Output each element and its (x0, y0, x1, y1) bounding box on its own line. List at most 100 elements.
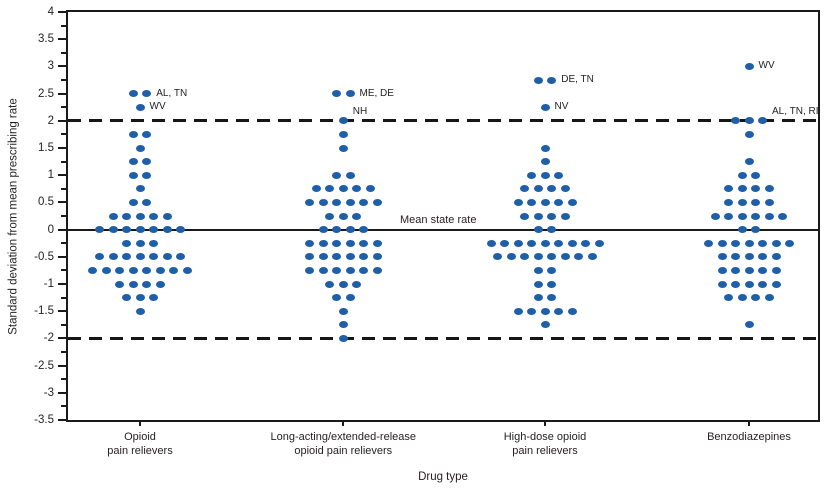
data-dot (540, 158, 550, 166)
category-label-line: Long-acting/extended-release (270, 431, 417, 443)
data-dot (115, 280, 125, 288)
data-dot (88, 266, 98, 274)
data-dot (751, 171, 761, 179)
y-major-tick (58, 391, 66, 394)
category-label-line: pain relievers (107, 445, 173, 457)
data-dot (717, 253, 727, 261)
data-dot (345, 253, 355, 261)
data-dot (724, 212, 734, 220)
y-tick-label: -1.5 (34, 305, 54, 318)
data-dot (311, 185, 321, 193)
data-dot (731, 266, 740, 274)
data-dot (332, 239, 341, 247)
state-annotation: NV (554, 101, 569, 113)
data-dot (717, 266, 727, 274)
y-tick-label: 3.5 (38, 33, 54, 46)
data-dot (547, 212, 557, 220)
y-major-tick (58, 65, 66, 68)
data-dot (554, 307, 563, 315)
data-dot (533, 76, 543, 84)
y-tick-label: -3 (43, 386, 54, 399)
data-dot (554, 239, 563, 247)
data-dot (533, 266, 543, 274)
data-dot (540, 171, 550, 179)
data-dot (751, 294, 761, 302)
y-minor-tick (61, 79, 66, 81)
x-axis-title: Drug type (418, 471, 468, 483)
data-dot (744, 158, 754, 166)
data-dot (724, 198, 734, 206)
category-label: Benzodiazepines (634, 430, 825, 444)
data-dot (332, 294, 341, 302)
data-dot (540, 103, 550, 111)
data-dot (128, 266, 138, 274)
data-dot (122, 239, 131, 247)
data-dot (560, 212, 570, 220)
data-dot (149, 226, 158, 234)
data-dot (724, 294, 734, 302)
category-label-line: Benzodiazepines (707, 431, 791, 443)
data-dot (135, 307, 145, 315)
data-dot (758, 117, 767, 125)
data-dot (778, 212, 788, 220)
data-dot (352, 280, 362, 288)
data-dot (520, 185, 530, 193)
data-dot (731, 253, 740, 261)
data-dot (162, 212, 172, 220)
state-annotation: WV (149, 101, 166, 113)
data-dot (540, 307, 550, 315)
data-dot (142, 280, 152, 288)
category-label-line: Opioid (124, 431, 156, 443)
data-dot (359, 266, 368, 274)
data-dot (533, 253, 543, 261)
category-label-line: High-dose opioid (503, 431, 587, 443)
x-tick (139, 420, 141, 426)
state-annotation: ME, DE (359, 87, 394, 99)
data-dot (547, 280, 557, 288)
y-minor-tick (61, 378, 66, 381)
data-dot (751, 212, 761, 220)
data-dot (359, 198, 368, 206)
data-dot (142, 158, 152, 166)
y-tick-label: 1 (47, 169, 54, 182)
state-annotation: DE, TN (561, 74, 594, 85)
data-dot (135, 294, 145, 302)
data-dot (744, 117, 754, 125)
data-dot (345, 239, 355, 247)
y-minor-tick (61, 351, 66, 353)
data-dot (527, 307, 536, 315)
data-dot (737, 212, 747, 220)
y-major-tick (58, 11, 66, 13)
data-dot (764, 198, 774, 206)
data-dot (95, 253, 104, 261)
data-dot (162, 226, 172, 234)
state-annotation: AL, TN, RI (772, 105, 819, 117)
data-dot (744, 62, 754, 70)
data-dot (318, 266, 328, 274)
data-dot (142, 198, 152, 206)
y-tick-label: 2 (47, 114, 54, 127)
data-dot (758, 239, 767, 247)
data-dot (758, 280, 767, 288)
data-dot (771, 253, 781, 261)
data-dot (135, 185, 145, 193)
data-dot (135, 212, 145, 220)
x-tick (342, 420, 345, 426)
data-dot (751, 185, 761, 193)
category-label: Long-acting/extended-release opioid pain … (228, 430, 458, 458)
y-tick-label: -2 (43, 332, 54, 345)
data-dot (751, 198, 761, 206)
data-dot (751, 226, 761, 234)
data-dot (318, 239, 328, 247)
data-dot (486, 239, 496, 247)
data-dot (737, 226, 747, 234)
data-dot (332, 198, 341, 206)
data-dot (758, 253, 767, 261)
data-dot (135, 239, 145, 247)
data-dot (365, 185, 375, 193)
data-dot (710, 212, 720, 220)
data-dot (108, 212, 118, 220)
y-tick-label: -3.5 (34, 414, 54, 426)
data-dot (332, 253, 341, 261)
